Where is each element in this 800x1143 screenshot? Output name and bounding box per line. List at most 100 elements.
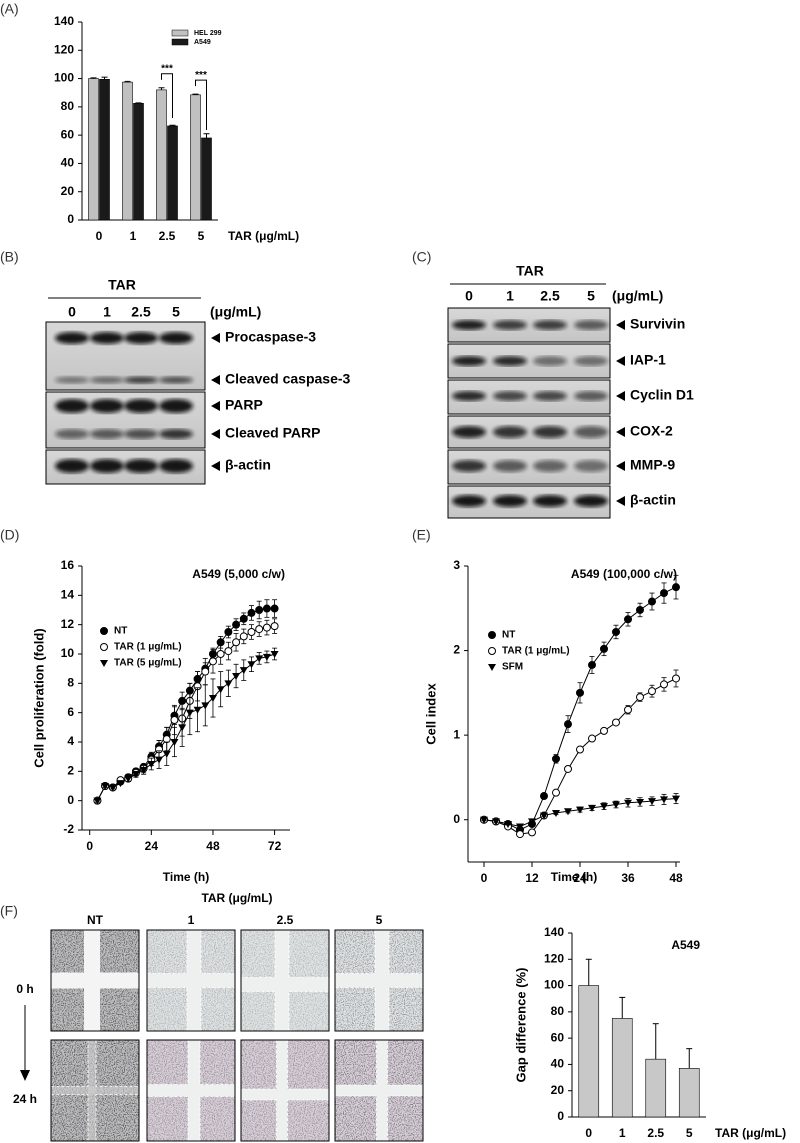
band	[159, 399, 193, 413]
marker	[624, 705, 632, 714]
annotation: A549	[671, 938, 700, 952]
marker	[612, 627, 620, 636]
significance: ***	[195, 70, 207, 81]
series-line	[96, 608, 275, 801]
marker	[540, 812, 548, 820]
band	[574, 426, 608, 438]
band	[533, 356, 567, 366]
x-tick-label: 12	[525, 871, 539, 885]
bracket	[161, 73, 173, 118]
series-line	[483, 586, 677, 831]
marker	[124, 775, 133, 783]
marker	[492, 818, 500, 826]
band	[159, 429, 193, 439]
x-tick-label: 48	[669, 871, 683, 885]
x-tick-label: 0	[481, 871, 488, 885]
y-tick-label: 0	[67, 793, 74, 807]
marker	[247, 661, 256, 669]
band-label: Cyclin D1	[630, 387, 694, 403]
band	[55, 429, 89, 439]
y-tick-label: 2	[453, 643, 460, 657]
marker	[480, 816, 488, 824]
band-label: β-actin	[630, 492, 676, 508]
legend-marker	[100, 660, 108, 667]
y-tick-label: 40	[61, 156, 75, 170]
legend-label: A549	[194, 39, 211, 46]
scratch-image	[240, 1039, 330, 1142]
y-tick-label: 0	[557, 1109, 564, 1123]
band	[452, 356, 486, 366]
marker	[255, 655, 264, 663]
x-tick-label: 24	[145, 839, 159, 853]
marker	[131, 771, 140, 779]
y-tick-label: 2	[67, 764, 74, 778]
band-label: Procaspase-3	[225, 329, 316, 345]
bracket	[195, 79, 207, 130]
band	[90, 399, 124, 413]
band	[159, 459, 193, 473]
bar	[645, 1058, 667, 1118]
y-tick-label: 80	[551, 1004, 565, 1018]
marker	[162, 750, 171, 758]
gap-outline	[51, 1040, 139, 1141]
x-tick-label: 1	[619, 1126, 626, 1140]
band	[55, 459, 89, 473]
legend-label: SFM	[502, 662, 523, 673]
unit-label: (μg/mL)	[612, 288, 663, 304]
marker	[660, 589, 668, 598]
band	[533, 391, 567, 401]
arrowhead	[616, 391, 625, 401]
marker	[162, 735, 171, 744]
marker	[552, 788, 560, 797]
arrowhead	[616, 356, 625, 366]
x-tick-label: 1	[130, 229, 137, 243]
marker	[239, 632, 248, 641]
band	[159, 376, 193, 384]
x-tick-label: 2.5	[159, 229, 176, 243]
image-frame	[240, 1039, 330, 1142]
marker	[170, 739, 179, 746]
error-bar	[192, 93, 199, 95]
error-bar	[686, 1048, 693, 1069]
x-tick-label: 36	[621, 871, 635, 885]
panel-label: (B)	[0, 249, 19, 265]
y-tick-label: 120	[54, 42, 74, 56]
column-label: 1	[188, 913, 195, 927]
scratch-h	[335, 973, 423, 988]
lane-label: 5	[587, 288, 595, 304]
x-tick-label: 5	[686, 1126, 693, 1140]
band	[452, 320, 486, 330]
x-tick-label: 5	[198, 229, 205, 243]
column-label: 5	[376, 913, 383, 927]
y-tick-label: 120	[544, 951, 564, 965]
marker	[612, 718, 620, 727]
marker	[564, 720, 572, 729]
x-tick-label: 0	[86, 839, 93, 853]
y-tick-label: 12	[61, 617, 75, 631]
y-tick-label: 60	[61, 127, 75, 141]
marker	[270, 651, 279, 658]
x-tick-label: 24	[573, 871, 587, 885]
band	[493, 426, 527, 438]
marker	[270, 622, 279, 631]
gap-outline	[241, 930, 329, 1031]
scratch-image	[146, 1039, 236, 1142]
band	[533, 320, 567, 330]
y-tick-label: 80	[61, 99, 75, 113]
scratch-h	[51, 1086, 139, 1095]
lane-label: 2.5	[131, 304, 151, 320]
lane-label: 5	[172, 304, 180, 320]
unit-label: (μg/mL)	[210, 304, 261, 320]
band	[533, 426, 567, 438]
x-axis-label: TAR (μg/mL)	[228, 229, 299, 243]
legend-label: HEL 299	[194, 30, 222, 37]
bar	[578, 985, 600, 1118]
arrowhead	[211, 401, 220, 411]
error-bar	[101, 76, 108, 80]
panel-label: (C)	[412, 249, 431, 265]
marker	[262, 604, 271, 613]
marker	[516, 823, 524, 831]
marker	[564, 764, 572, 773]
legend-marker	[488, 647, 496, 655]
marker	[672, 795, 680, 803]
